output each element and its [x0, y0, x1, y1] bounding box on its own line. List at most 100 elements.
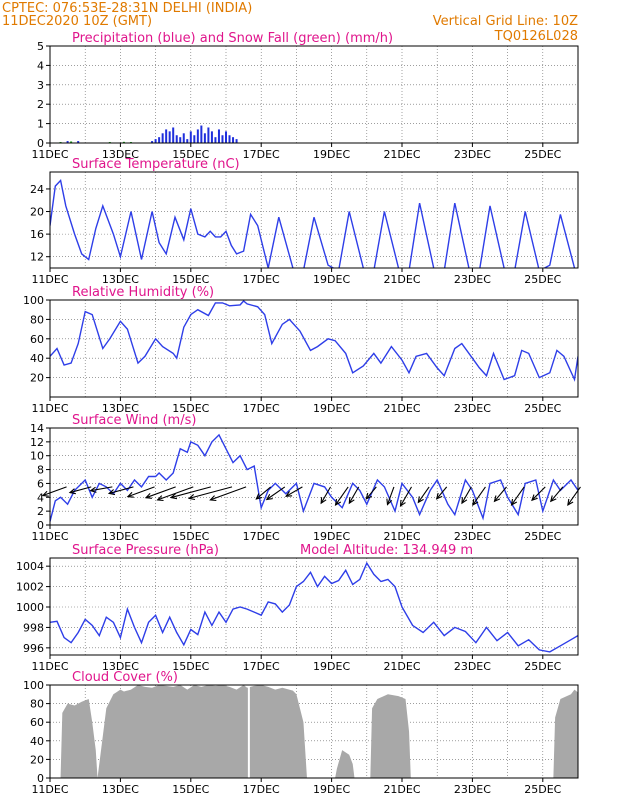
- precip-bar: [168, 131, 171, 143]
- panel-press: 996 998 1000 1002 1004 11DEC 13DEC 15DEC 17DEC 19…: [16, 543, 579, 673]
- y-tick-label: 0: [37, 137, 44, 150]
- x-tick-label: 11DEC: [31, 660, 68, 673]
- x-tick-label: 21DEC: [383, 660, 420, 673]
- y-tick-label: 2: [37, 98, 44, 111]
- x-tick-label: 21DEC: [383, 402, 420, 415]
- x-tick-label: 19DEC: [313, 402, 350, 415]
- x-tick-label: 11DEC: [31, 273, 68, 286]
- precip-bar: [193, 135, 196, 143]
- wind-arrow-shaft: [400, 486, 412, 507]
- precip-bar: [151, 141, 154, 143]
- wind-arrow: [549, 486, 564, 503]
- x-tick-label: 15DEC: [172, 148, 209, 161]
- wind-arrow: [126, 486, 155, 498]
- panel-cloud: 0 20 40 60 80 100 11DEC 13DEC 15DEC 17DEC 19DEC 21D…: [23, 670, 579, 796]
- wind-arrow-shaft: [285, 486, 303, 497]
- x-tick-label: 11DEC: [31, 530, 68, 543]
- y-tick-label: 4: [37, 59, 44, 72]
- wind-arrow-head: [386, 498, 393, 506]
- x-tick-label: 17DEC: [243, 148, 280, 161]
- precip-bar: [77, 141, 80, 143]
- wind-arrow: [68, 486, 92, 495]
- x-tick-label: 19DEC: [313, 660, 350, 673]
- wind-arrow: [510, 486, 525, 506]
- x-tick-label: 11DEC: [31, 148, 68, 161]
- wind-arrow-head: [365, 492, 372, 500]
- wind-arrow: [493, 486, 507, 503]
- wind-arrow-head: [68, 488, 76, 495]
- panel-title: Surface Pressure (hPa): [72, 543, 219, 558]
- wind-arrow-shaft: [531, 486, 546, 501]
- precip-bar: [154, 139, 157, 143]
- precip-bar: [189, 131, 192, 143]
- precip-bar: [214, 137, 217, 143]
- x-tick-label: 25DEC: [524, 783, 561, 796]
- y-tick-label: 1000: [16, 601, 44, 614]
- y-tick-label: 24: [30, 183, 44, 196]
- wind-arrow-head: [531, 494, 538, 502]
- wind-arrow-head: [209, 495, 217, 502]
- header-station: CPTEC: 076:53E-28:31N DELHI (INDIA): [2, 1, 252, 16]
- wind-arrow-shaft: [108, 486, 134, 494]
- y-tick-label: 60: [30, 716, 44, 729]
- x-tick-label: 19DEC: [313, 273, 350, 286]
- wind-arrow-shaft: [365, 486, 377, 500]
- wind-arrow-shaft: [472, 486, 486, 506]
- wind-arrow: [209, 486, 247, 502]
- wind-arrow: [265, 486, 286, 501]
- panel-title: Surface Wind (m/s): [72, 413, 196, 428]
- wind-arrow-shaft: [461, 486, 472, 504]
- wind-arrow: [41, 486, 67, 497]
- x-tick-label: 21DEC: [383, 148, 420, 161]
- wind-arrow-head: [41, 490, 49, 497]
- y-tick-label: 0: [37, 519, 44, 532]
- x-tick-label: 25DEC: [524, 402, 561, 415]
- y-tick-label: 100: [23, 679, 44, 692]
- wind-arrow-shaft: [494, 486, 507, 502]
- wind-arrow-shaft: [320, 486, 332, 504]
- x-tick-label: 23DEC: [454, 273, 491, 286]
- x-tick-label: 17DEC: [243, 530, 280, 543]
- y-tick-label: 12: [30, 436, 44, 449]
- y-tick-label: 14: [30, 422, 44, 435]
- wind-arrow: [285, 486, 303, 497]
- x-tick-label: 19DEC: [313, 783, 350, 796]
- wind-arrow-shaft: [550, 486, 564, 502]
- precip-bar: [179, 137, 182, 143]
- y-tick-label: 4: [37, 491, 44, 504]
- y-tick-label: 998: [23, 621, 44, 634]
- wind-series-line: [50, 433, 578, 522]
- temp-series-line: [50, 179, 576, 268]
- x-tick-label: 13DEC: [102, 530, 139, 543]
- y-tick-label: 10: [30, 450, 44, 463]
- wind-arrow-shaft: [90, 486, 113, 492]
- wind-arrow-shaft: [170, 486, 212, 499]
- x-tick-label: 25DEC: [524, 530, 561, 543]
- wind-arrow-shaft: [157, 486, 194, 501]
- wind-arrow-shaft: [417, 486, 430, 503]
- wind-arrow-shaft: [386, 486, 395, 505]
- wind-arrow-shaft: [511, 486, 525, 506]
- x-tick-label: 13DEC: [102, 402, 139, 415]
- x-tick-label: 15DEC: [172, 783, 209, 796]
- y-tick-label: 20: [30, 753, 44, 766]
- precip-bar: [196, 129, 199, 143]
- y-tick-label: 5: [37, 40, 44, 53]
- wind-arrow: [399, 486, 412, 508]
- x-tick-label: 15DEC: [172, 660, 209, 673]
- precip-bar: [161, 133, 164, 143]
- precip-bar: [228, 135, 231, 143]
- y-tick-label: 1002: [16, 581, 44, 594]
- wind-arrow-head: [169, 493, 178, 500]
- panel-title: Relative Humidity (%): [72, 285, 214, 300]
- y-tick-label: 1004: [16, 560, 44, 573]
- y-tick-label: 40: [30, 352, 44, 365]
- x-tick-label: 13DEC: [102, 783, 139, 796]
- y-tick-label: 8: [37, 464, 44, 477]
- precip-bar: [200, 125, 203, 143]
- wind-arrow: [169, 486, 212, 500]
- x-tick-label: 13DEC: [102, 148, 139, 161]
- wind-arrow-head: [265, 494, 273, 501]
- wind-arrow: [144, 486, 176, 499]
